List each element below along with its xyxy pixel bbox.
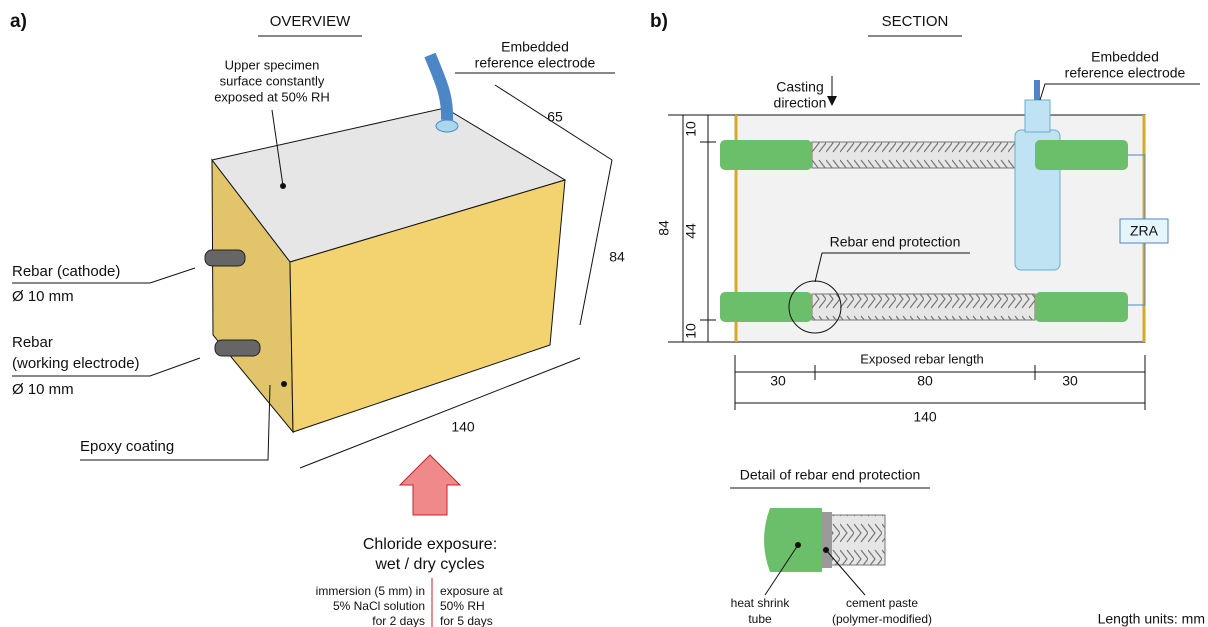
dimension: 84 — [609, 249, 625, 265]
dimension: 140 — [913, 409, 937, 425]
rebar-stub — [204, 249, 246, 267]
wet-phase: immersion (5 mm) in — [316, 584, 425, 598]
dimension: 65 — [547, 109, 563, 125]
leader — [1039, 83, 1200, 101]
leader — [80, 384, 271, 461]
electrode-neck — [1024, 99, 1051, 133]
rebar — [811, 141, 1036, 169]
note: exposed at 50% RH — [214, 89, 330, 104]
rebar-label: Ø 10 mm — [12, 288, 74, 305]
leader — [764, 544, 799, 596]
detail-label: heat shrink — [731, 596, 791, 610]
heat-shrink — [720, 292, 812, 322]
dry-phase: for 5 days — [440, 614, 493, 627]
rebar-label: Rebar — [12, 334, 53, 351]
panel-label: a) — [10, 11, 27, 32]
electrode-cable — [424, 52, 454, 121]
wet-phase: for 2 days — [372, 614, 425, 627]
dimension: 84 — [656, 220, 672, 236]
casting-label: Casting — [776, 79, 823, 95]
panel-title: SECTION — [882, 13, 949, 30]
exposure-arrow — [398, 454, 462, 516]
detail-title: Detail of rebar end protection — [740, 467, 921, 483]
rebar-stub — [214, 339, 261, 357]
heat-shrink — [764, 508, 822, 572]
dimension: 30 — [770, 373, 786, 389]
dry-phase: 50% RH — [440, 599, 485, 613]
electrode-label: reference electrode — [1065, 65, 1186, 81]
rebar — [829, 514, 886, 566]
dot — [281, 381, 287, 387]
detail-label: cement paste — [846, 596, 918, 610]
exposure-title: Chloride exposure: — [363, 536, 497, 553]
zra-box — [1119, 218, 1169, 244]
heat-shrink — [1035, 140, 1128, 170]
leader — [814, 252, 970, 283]
arrow-head — [827, 96, 837, 106]
wet-phase: 5% NaCl solution — [333, 599, 425, 613]
dim-line — [299, 357, 581, 469]
leader — [12, 267, 196, 284]
detail-label: tube — [748, 612, 772, 626]
heat-shrink — [1035, 292, 1128, 322]
electrode-label: Embedded — [1091, 49, 1159, 65]
coating-label: Epoxy coating — [80, 438, 174, 455]
electrode-label: reference electrode — [475, 55, 596, 71]
zra-label: ZRA — [1130, 223, 1159, 239]
rebar-label: (working electrode) — [12, 355, 140, 372]
dimension: 140 — [451, 419, 475, 435]
dimension-label: Exposed rebar length — [860, 351, 984, 366]
note: Upper specimen — [225, 57, 320, 72]
front-face — [289, 179, 566, 433]
leader — [825, 549, 866, 596]
panel-label: b) — [650, 11, 668, 32]
dimension: 10 — [683, 121, 699, 137]
electrode-label: Embedded — [501, 39, 569, 55]
dimension: 80 — [917, 373, 933, 389]
heat-shrink — [720, 140, 812, 170]
dimension: 30 — [1062, 373, 1078, 389]
leader — [271, 109, 284, 187]
exposure-title: wet / dry cycles — [374, 556, 484, 573]
dimension: 44 — [683, 223, 699, 239]
units-note: Length units: mm — [1098, 611, 1205, 627]
dim-line — [579, 159, 613, 326]
leader — [12, 357, 201, 377]
detail-label: (polymer-modified) — [832, 612, 932, 626]
panel-title: OVERVIEW — [270, 13, 351, 30]
dimension: 10 — [683, 323, 699, 339]
rebar — [811, 293, 1036, 321]
note: surface constantly — [220, 73, 325, 88]
dim-line — [494, 84, 613, 161]
electrode-cap — [435, 119, 459, 133]
casting-label: direction — [774, 95, 827, 111]
callout: Rebar end protection — [830, 234, 961, 250]
rebar-label: Ø 10 mm — [12, 381, 74, 398]
rebar-label: Rebar (cathode) — [12, 263, 120, 280]
dry-phase: exposure at — [440, 584, 503, 598]
